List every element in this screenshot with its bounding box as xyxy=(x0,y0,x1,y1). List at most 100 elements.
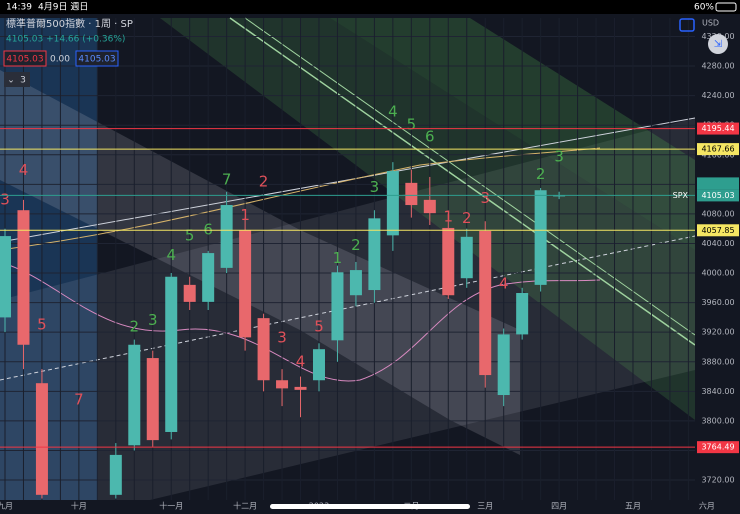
td-count: 3 xyxy=(0,190,10,208)
x-tick-label: 十一月 xyxy=(159,501,183,511)
candle-body xyxy=(405,182,418,206)
price-tag xyxy=(697,441,739,454)
x-tick-label: 五月 xyxy=(625,502,641,511)
x-tick-label: 十二月 xyxy=(233,501,257,511)
x-tick-label: 四月 xyxy=(551,502,567,511)
y-tick-label: 3920.00 xyxy=(701,328,734,337)
td-count: 3 xyxy=(370,178,380,196)
candle-body xyxy=(294,386,307,390)
price-tag xyxy=(697,189,739,202)
candle-body xyxy=(386,171,399,236)
candle-body xyxy=(220,205,233,268)
td-count: 3 xyxy=(148,311,158,329)
buy-box[interactable] xyxy=(75,50,119,67)
td-count: 2 xyxy=(462,209,472,227)
candle-body xyxy=(165,276,178,432)
buy-price: 4105.03 xyxy=(78,55,115,65)
td-count: 1 xyxy=(444,207,454,225)
candle-body xyxy=(239,230,252,338)
quote: 4105.03 +14.66 (+0.36%) xyxy=(6,35,125,45)
status-time: 14:39 xyxy=(6,3,32,13)
price-tag-label: 3764.49 xyxy=(701,443,734,452)
spread: 0.00 xyxy=(50,55,70,65)
trend-line xyxy=(229,17,696,346)
td-count: 6 xyxy=(425,128,435,146)
status-battery: 60% xyxy=(694,3,714,13)
y-tick-label: 4080.00 xyxy=(701,209,734,218)
td-count: 3 xyxy=(554,147,564,165)
highlight-zone xyxy=(0,18,98,500)
sell-price: 4105.03 xyxy=(6,55,43,65)
candle-body xyxy=(109,454,122,495)
td-count: 1 xyxy=(333,249,343,267)
price-tag-label: 4057.85 xyxy=(701,226,734,235)
y-tick-label: 4040.00 xyxy=(701,239,734,248)
y-tick-label: 3960.00 xyxy=(701,298,734,307)
candle-body xyxy=(460,236,473,279)
td-count: 6 xyxy=(203,221,213,239)
candle-body xyxy=(257,318,270,381)
chevron: ⌄ xyxy=(7,76,15,86)
price-tag xyxy=(697,224,739,237)
y-tick-label: 4000.00 xyxy=(701,269,734,278)
td-count: 5 xyxy=(407,116,417,134)
candle-body xyxy=(128,344,141,446)
zoom-button[interactable] xyxy=(708,34,728,54)
price-tag-label: 4167.66 xyxy=(701,145,734,154)
candle-body xyxy=(331,272,344,341)
candle-body xyxy=(497,334,510,396)
td-count: 7 xyxy=(222,170,232,188)
symbol: 標準普爾500指數 · 1周 · SP xyxy=(6,17,133,30)
td-count: 1 xyxy=(240,206,250,224)
td-count: 4 xyxy=(388,102,398,120)
y-tick-label: 3880.00 xyxy=(701,357,734,366)
moving-average xyxy=(0,261,601,382)
td-count: 2 xyxy=(130,318,140,336)
candle-body xyxy=(516,293,529,335)
price-axis xyxy=(695,18,740,514)
candle-body xyxy=(17,210,30,345)
candle-body xyxy=(202,253,215,302)
axis: 3720.00 3 7 6 0.00 3800.00 3840.00 3880.00 3920.… xyxy=(0,32,739,511)
y-tick-label: 3720.00 xyxy=(701,476,734,485)
x-tick-label: 九月 xyxy=(0,502,13,511)
channel xyxy=(160,18,695,420)
candle-body xyxy=(276,380,289,389)
td-count: 7 xyxy=(74,391,84,409)
candle-body xyxy=(442,227,455,296)
channel xyxy=(0,70,520,455)
candle-body xyxy=(146,358,159,441)
trend-line xyxy=(244,17,696,336)
channel xyxy=(330,18,695,250)
y-tick-label: 4280.00 xyxy=(701,62,734,71)
td-count: 2 xyxy=(536,165,546,183)
price-tag xyxy=(697,122,739,135)
candle-body xyxy=(479,230,492,376)
indicator-toggle[interactable] xyxy=(4,72,30,87)
candle-body xyxy=(368,218,381,291)
td-count: 4 xyxy=(296,352,306,370)
td-count: 4 xyxy=(19,161,29,179)
candle-body xyxy=(423,199,436,214)
price-tag xyxy=(697,177,739,190)
td-count: 5 xyxy=(37,315,47,333)
td-count: 2 xyxy=(259,173,269,191)
y-tick-label: 3800.00 xyxy=(701,416,734,425)
td-count: 4 xyxy=(499,275,509,293)
price-tag-name: SPX xyxy=(673,191,689,200)
toolbar-button[interactable] xyxy=(679,18,695,32)
price-tag-label: 4105.03 xyxy=(701,191,734,200)
candle-body xyxy=(183,284,196,302)
td-count: 3 xyxy=(480,189,490,207)
td-count: 4 xyxy=(166,246,176,264)
candle-body xyxy=(349,270,362,296)
y-tick-label: 4240.00 xyxy=(701,91,734,100)
price-tag-label: 4195.44 xyxy=(701,124,734,133)
status-date: 4月9日 週日 xyxy=(38,2,88,13)
candle-body xyxy=(35,383,48,495)
trend-line xyxy=(0,235,696,381)
candle-body xyxy=(312,349,325,381)
sell-box[interactable] xyxy=(3,50,47,67)
candle-body xyxy=(534,190,547,285)
td-count: 2 xyxy=(351,236,361,254)
